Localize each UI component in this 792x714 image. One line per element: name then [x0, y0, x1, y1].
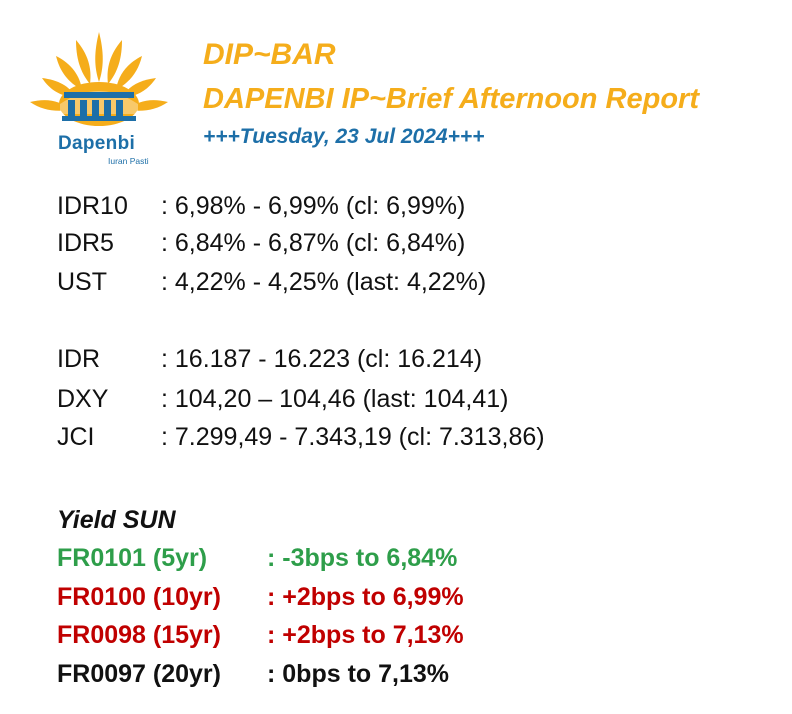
market-value: : 7.299,49 - 7.343,19 (cl: 7.313,86) — [161, 423, 545, 451]
market-value: : 16.187 - 16.223 (cl: 16.214) — [161, 345, 483, 373]
rate-value: : 4,22% - 4,25% (last: 4,22%) — [161, 268, 487, 296]
logo-brand-text: Dapenbi — [58, 133, 136, 154]
yield-label: FR0097 (20yr) — [57, 660, 221, 688]
report-date: +++Tuesday, 23 Jul 2024+++ — [203, 125, 485, 148]
rate-label: UST — [57, 268, 107, 296]
yield-value: : +2bps to 7,13% — [267, 621, 464, 649]
report-title: DIP~BAR — [203, 38, 336, 71]
report-subtitle: DAPENBI IP~Brief Afternoon Report — [203, 83, 699, 115]
yield-label: FR0100 (10yr) — [57, 583, 221, 611]
yield-value: : +2bps to 6,99% — [267, 583, 464, 611]
yield-label: FR0098 (15yr) — [57, 621, 221, 649]
yield-label: FR0101 (5yr) — [57, 544, 208, 572]
dapenbi-logo: Dapenbi Iuran Pasti — [14, 22, 184, 166]
yield-section-title: Yield SUN — [57, 506, 176, 534]
market-label: DXY — [57, 385, 109, 413]
rate-label: IDR10 — [57, 192, 128, 220]
yield-value: : -3bps to 6,84% — [267, 544, 458, 572]
rate-value: : 6,84% - 6,87% (cl: 6,84%) — [161, 229, 466, 257]
rate-value: : 6,98% - 6,99% (cl: 6,99%) — [161, 192, 466, 220]
market-label: JCI — [57, 423, 95, 451]
market-label: IDR — [57, 345, 101, 373]
logo-tagline: Iuran Pasti — [108, 156, 149, 166]
yield-value: : 0bps to 7,13% — [267, 660, 449, 688]
market-value: : 104,20 – 104,46 (last: 104,41) — [161, 385, 509, 413]
sun-building-logo-icon — [30, 32, 168, 126]
rate-label: IDR5 — [57, 229, 114, 257]
